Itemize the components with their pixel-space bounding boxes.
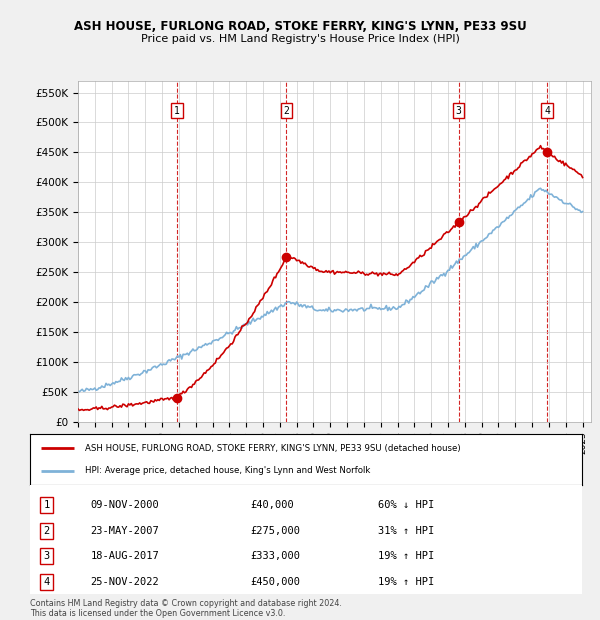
Text: ASH HOUSE, FURLONG ROAD, STOKE FERRY, KING'S LYNN, PE33 9SU (detached house): ASH HOUSE, FURLONG ROAD, STOKE FERRY, KI… bbox=[85, 444, 461, 453]
Text: £40,000: £40,000 bbox=[251, 500, 295, 510]
Text: 09-NOV-2000: 09-NOV-2000 bbox=[91, 500, 160, 510]
Text: £333,000: £333,000 bbox=[251, 551, 301, 561]
Text: 3: 3 bbox=[455, 105, 461, 115]
Text: 3: 3 bbox=[43, 551, 50, 561]
Text: £450,000: £450,000 bbox=[251, 577, 301, 587]
Text: 60% ↓ HPI: 60% ↓ HPI bbox=[378, 500, 434, 510]
Text: 4: 4 bbox=[544, 105, 550, 115]
Text: 1: 1 bbox=[174, 105, 179, 115]
Text: 25-NOV-2022: 25-NOV-2022 bbox=[91, 577, 160, 587]
Text: 23-MAY-2007: 23-MAY-2007 bbox=[91, 526, 160, 536]
Text: This data is licensed under the Open Government Licence v3.0.: This data is licensed under the Open Gov… bbox=[30, 609, 286, 618]
Text: Price paid vs. HM Land Registry's House Price Index (HPI): Price paid vs. HM Land Registry's House … bbox=[140, 34, 460, 44]
Text: HPI: Average price, detached house, King's Lynn and West Norfolk: HPI: Average price, detached house, King… bbox=[85, 466, 371, 475]
Text: ASH HOUSE, FURLONG ROAD, STOKE FERRY, KING'S LYNN, PE33 9SU: ASH HOUSE, FURLONG ROAD, STOKE FERRY, KI… bbox=[74, 20, 526, 33]
Text: 19% ↑ HPI: 19% ↑ HPI bbox=[378, 551, 434, 561]
Text: 31% ↑ HPI: 31% ↑ HPI bbox=[378, 526, 434, 536]
Text: 4: 4 bbox=[43, 577, 50, 587]
Text: 2: 2 bbox=[283, 105, 289, 115]
Text: 19% ↑ HPI: 19% ↑ HPI bbox=[378, 577, 434, 587]
Text: Contains HM Land Registry data © Crown copyright and database right 2024.: Contains HM Land Registry data © Crown c… bbox=[30, 599, 342, 608]
Text: 1: 1 bbox=[43, 500, 50, 510]
Text: £275,000: £275,000 bbox=[251, 526, 301, 536]
Text: 2: 2 bbox=[43, 526, 50, 536]
Text: 18-AUG-2017: 18-AUG-2017 bbox=[91, 551, 160, 561]
